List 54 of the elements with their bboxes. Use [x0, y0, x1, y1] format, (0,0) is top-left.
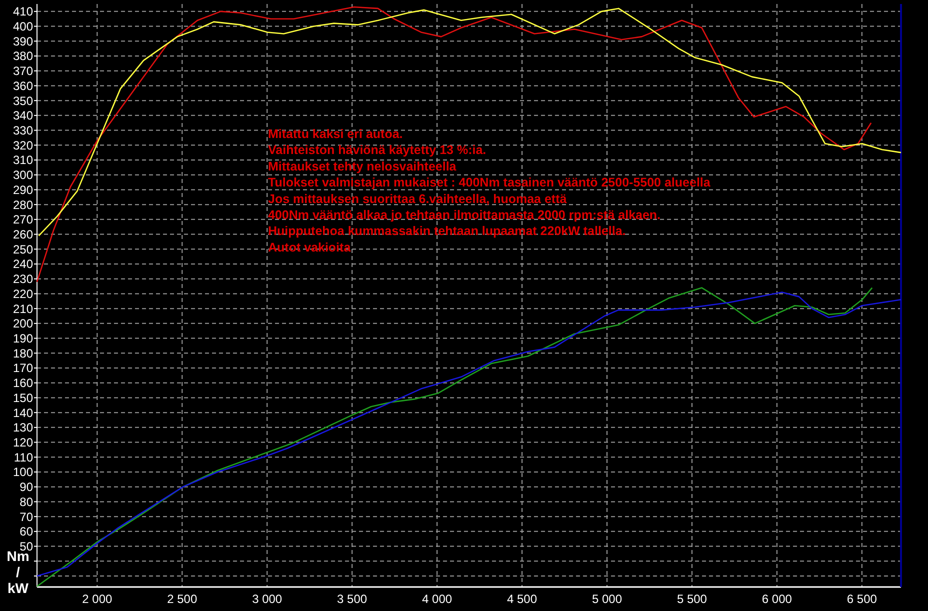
y-tick-label: 330: [12, 123, 34, 138]
x-tick-label: 2 500: [167, 592, 198, 606]
x-tick-label: 3 000: [252, 592, 282, 606]
y-tick-label: 340: [12, 108, 34, 123]
x-tick-label: 3 500: [337, 592, 368, 606]
y-tick-label: 210: [12, 302, 34, 316]
y-tick-label: 100: [12, 465, 34, 480]
y-tick-label: 60: [20, 524, 34, 539]
y-tick-label: 80: [20, 494, 34, 509]
y-tick-label: 170: [12, 361, 34, 376]
y-tick-label: 230: [12, 272, 34, 286]
annotation: 400Nm vääntö alkaa jo tehtaan ilmoittamasta 2000 rpm:stä alkaen.: [268, 208, 661, 222]
line-series: [36, 6, 872, 282]
y-tick-label: 380: [12, 49, 34, 64]
y-tick-label: 290: [12, 182, 34, 197]
x-tick-label: 5 000: [592, 592, 622, 606]
y-tick-label: 400: [12, 19, 34, 34]
y-tick-label: 260: [12, 227, 34, 242]
y-tick-label: 140: [12, 406, 34, 420]
y-tick-label: 300: [12, 168, 34, 182]
y-tick-label: 110: [14, 450, 34, 464]
y-tick-label: 190: [12, 331, 34, 346]
y-tick-label: 410: [12, 4, 34, 19]
annotation: Mitattu kaksi eri autoa.: [268, 127, 403, 141]
y-tick-label: 310: [12, 153, 34, 168]
y-tick-label: 250: [12, 242, 34, 256]
y-tick-label: 70: [20, 510, 34, 524]
y-tick-label: 90: [20, 480, 34, 494]
x-tick-label: 5 500: [676, 592, 708, 606]
x-tick-label: 4 500: [507, 592, 538, 606]
y-tick-label: 130: [12, 420, 34, 435]
x-tick-label: 4 000: [422, 592, 452, 606]
y-tick-label: 350: [12, 94, 34, 108]
x-tick-label: 6 000: [762, 592, 792, 606]
y-tick-label: 370: [12, 64, 34, 78]
y-tick-label: 240: [12, 257, 34, 272]
y-tick-label: 120: [12, 435, 34, 450]
x-tick-label: 2 000: [82, 592, 112, 606]
y-tick-label: 320: [12, 138, 34, 152]
y-tick-label: 160: [12, 376, 34, 390]
y-tick-label: 390: [12, 34, 34, 48]
annotation: Vaihteiston häviönä käytetty 13 %:ia.: [268, 143, 486, 158]
x-tick-label: 6 500: [846, 592, 878, 606]
y-tick-label: 280: [12, 198, 34, 212]
annotation: Jos mittauksen suorittaa 6.vaihteella, huomaa että: [268, 192, 567, 206]
line-series: [38, 8, 902, 236]
y-tick-label: 270: [12, 212, 34, 227]
annotation: Mittaukset tehty nelosvaihteella: [268, 159, 458, 174]
y-tick-label: 150: [12, 390, 34, 405]
y-tick-label: 360: [12, 78, 34, 93]
annotation: Tulokset valmistajan mukaiset : 400Nm tasainen vääntö 2500-5500 alueella: [268, 176, 712, 190]
y-tick-label: 180: [12, 346, 34, 360]
y-tick-label: 220: [12, 286, 34, 301]
y-tick-label: 200: [12, 316, 34, 331]
